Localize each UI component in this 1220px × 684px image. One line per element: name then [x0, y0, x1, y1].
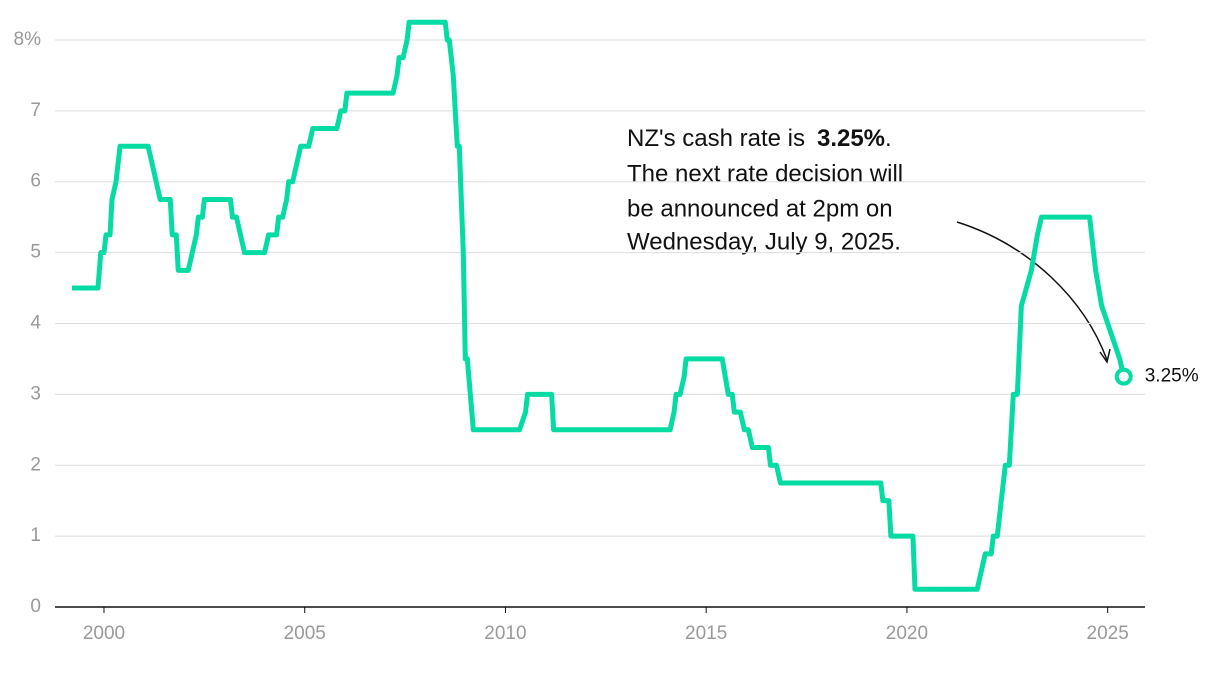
x-tick-label: 2000 — [83, 623, 125, 644]
x-tick-label: 2005 — [284, 623, 326, 644]
arrow-head — [1099, 348, 1111, 364]
annotation-text: . — [885, 125, 892, 152]
x-tick-label: 2010 — [484, 623, 526, 644]
end-point — [1114, 367, 1133, 386]
y-tick-label: 5 — [30, 242, 41, 263]
end-label: 3.25% — [1145, 366, 1199, 387]
annotation-line: NZ's cash rate is 3.25%. — [627, 125, 892, 152]
x-tick-label: 2025 — [1087, 623, 1129, 644]
annotation-arrow — [956, 221, 1108, 361]
y-tick-label: 0 — [30, 596, 41, 617]
y-tick-label: 1 — [30, 525, 41, 546]
rate-line — [71, 19, 1127, 592]
y-tick-label: 7 — [30, 100, 41, 121]
y-tick-label: 2 — [30, 454, 41, 475]
y-tick-label: 4 — [30, 312, 41, 333]
annotation-line: The next rate decision will — [627, 160, 903, 187]
annotation-value: 3.25% — [817, 125, 885, 152]
y-tick-label: 8% — [14, 29, 42, 50]
annotation-text: NZ's cash rate is — [627, 125, 805, 152]
annotation-line: Wednesday, July 9, 2025. — [627, 228, 901, 255]
y-tick-label: 3 — [30, 383, 41, 404]
x-tick-label: 2015 — [685, 623, 727, 644]
x-tick-label: 2020 — [886, 623, 928, 644]
annotation-line: be announced at 2pm on — [627, 195, 893, 222]
y-tick-label: 6 — [30, 171, 41, 192]
